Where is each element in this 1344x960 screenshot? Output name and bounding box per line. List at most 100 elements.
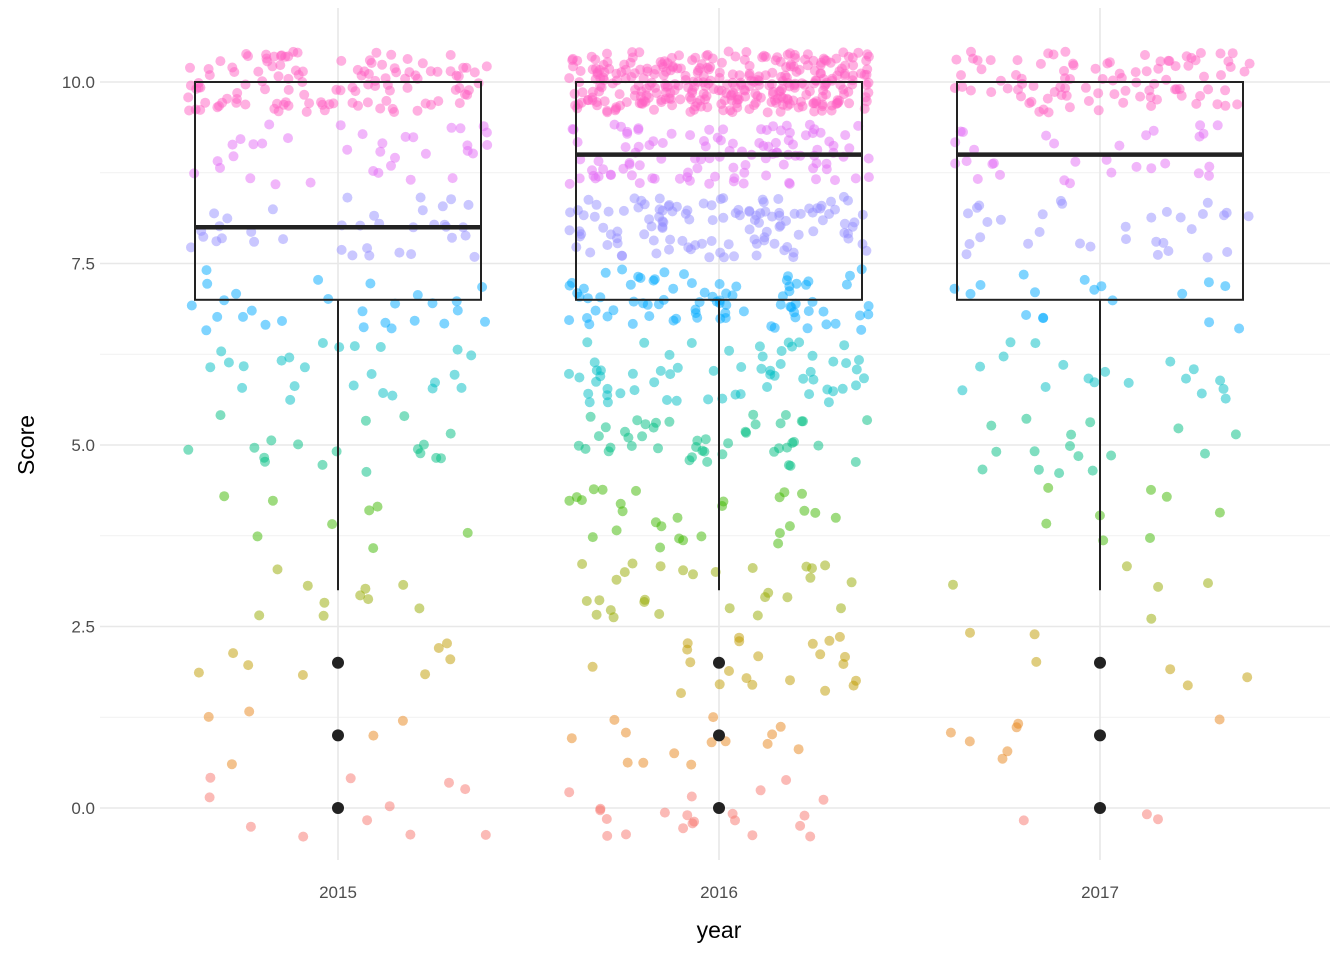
data-point (830, 512, 841, 523)
data-point (408, 132, 419, 143)
data-point (648, 136, 659, 147)
data-point (183, 444, 194, 455)
data-point (211, 236, 222, 247)
data-point (342, 192, 353, 203)
data-point (185, 62, 195, 73)
data-point (275, 60, 286, 71)
data-point (655, 561, 666, 572)
data-point (469, 67, 480, 78)
data-point (480, 316, 490, 327)
data-point (775, 359, 786, 369)
data-point (328, 98, 339, 109)
data-point (633, 271, 644, 282)
data-point (714, 279, 725, 289)
data-point (209, 208, 220, 219)
data-point (853, 120, 864, 131)
data-point (639, 229, 650, 240)
data-point (696, 531, 707, 542)
data-point (389, 107, 400, 117)
data-point (995, 169, 1005, 180)
data-point (390, 152, 400, 163)
data-point (412, 290, 423, 300)
data-point (632, 415, 643, 426)
data-point (1034, 106, 1045, 117)
data-point (692, 163, 703, 174)
data-point (626, 72, 637, 82)
data-point (1234, 323, 1245, 334)
data-point (708, 365, 719, 376)
data-point (860, 92, 871, 103)
data-point (975, 361, 986, 372)
data-point (975, 232, 986, 243)
data-point (798, 416, 808, 427)
data-point (1149, 78, 1160, 89)
data-point (473, 78, 484, 89)
data-point (837, 383, 848, 394)
data-point (375, 342, 386, 352)
data-point (654, 193, 665, 204)
data-point (793, 744, 804, 755)
data-point (723, 46, 734, 57)
data-point (957, 81, 968, 92)
data-point (620, 727, 631, 738)
data-point (1215, 375, 1226, 386)
data-point (1043, 107, 1054, 118)
data-point (1220, 281, 1231, 292)
data-point (654, 609, 665, 619)
data-point (418, 439, 429, 450)
data-point (793, 102, 804, 113)
data-point (567, 53, 578, 64)
data-point (1152, 249, 1163, 260)
data-point (572, 205, 583, 216)
data-point (237, 382, 248, 393)
data-point (1123, 377, 1134, 388)
data-point (602, 830, 613, 841)
box-outlier (1094, 802, 1106, 814)
data-point (599, 96, 610, 107)
box-outlier (1094, 729, 1106, 742)
data-point (1200, 448, 1210, 459)
data-point (201, 325, 212, 336)
data-point (801, 89, 812, 100)
data-point (260, 319, 271, 330)
data-point (299, 89, 310, 100)
data-point (804, 119, 815, 130)
data-point (1212, 120, 1223, 131)
data-point (840, 60, 851, 71)
data-point (186, 242, 196, 253)
data-point (695, 63, 705, 74)
data-point (799, 810, 810, 821)
data-point (415, 448, 426, 459)
data-point (639, 337, 650, 348)
data-point (727, 69, 738, 80)
data-point (1114, 68, 1125, 79)
data-point (602, 383, 613, 394)
data-point (1021, 413, 1032, 424)
data-point (569, 88, 580, 99)
data-point (704, 124, 715, 135)
data-point (1005, 337, 1016, 348)
data-point (715, 135, 726, 146)
data-point (1049, 138, 1060, 149)
data-point (297, 670, 308, 680)
data-point (595, 81, 606, 91)
data-point (587, 92, 598, 103)
data-point (449, 369, 460, 380)
data-point (678, 823, 689, 834)
data-point (859, 373, 869, 384)
data-point (738, 306, 749, 317)
data-point (273, 71, 284, 82)
data-point (357, 306, 368, 317)
data-point (862, 415, 873, 426)
data-point (1130, 67, 1141, 78)
data-point (371, 47, 382, 58)
data-point (624, 158, 635, 168)
data-point (201, 265, 212, 276)
data-point (1195, 91, 1206, 101)
data-point (685, 130, 696, 141)
data-point (402, 82, 413, 93)
data-point (397, 715, 408, 726)
data-point (750, 88, 761, 99)
data-point (975, 280, 986, 290)
data-point (763, 587, 774, 598)
